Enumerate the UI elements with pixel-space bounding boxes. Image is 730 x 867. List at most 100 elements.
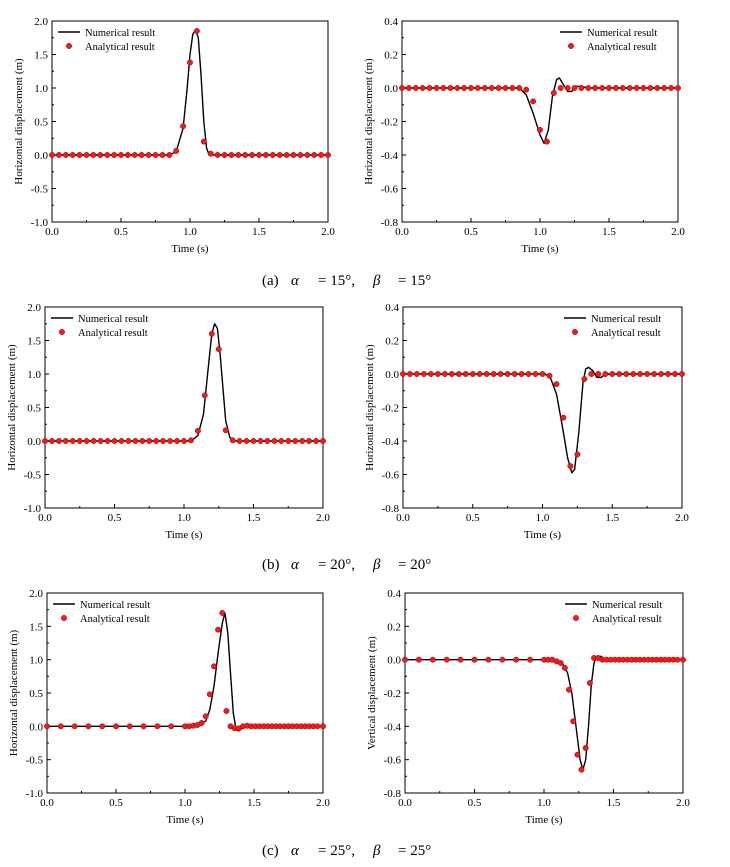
x-axis-label: Time (s) xyxy=(524,529,562,541)
analytical-result-point xyxy=(124,152,131,158)
chart-b-left: 0.0 0.5 1.0 1.5 2.0 -1.0 -0.5 0.0 0.5 1.0 1.5 2.0 Ti… xyxy=(6,302,330,541)
x-tick-label: 1.0 xyxy=(183,226,197,238)
analytical-result-point xyxy=(306,438,313,444)
analytical-result-point xyxy=(420,371,427,377)
analytical-result-point xyxy=(426,85,433,91)
analytical-result-point xyxy=(55,438,62,444)
analytical-result-point xyxy=(623,371,630,377)
y-tick-label: -0.8 xyxy=(382,503,400,515)
y-tick-label: 1.5 xyxy=(27,336,41,348)
analytical-result-point xyxy=(111,438,118,444)
analytical-result-point xyxy=(415,656,422,663)
analytical-result-point xyxy=(581,376,588,382)
x-tick-label: 1.5 xyxy=(247,512,261,524)
caption-a-alpha: α xyxy=(291,273,300,289)
analytical-result-point xyxy=(485,656,492,663)
analytical-result-point xyxy=(441,371,448,377)
legend-marker-swatch xyxy=(573,615,579,621)
legend-label-numerical: Numerical result xyxy=(78,314,148,325)
caption-a-label: (a) xyxy=(262,273,279,289)
analytical-result-point xyxy=(118,438,125,444)
x-tick-label: 0.0 xyxy=(396,512,410,524)
analytical-result-point xyxy=(221,152,228,158)
analytical-result-point xyxy=(76,438,83,444)
analytical-result-point xyxy=(429,656,436,663)
analytical-result-point xyxy=(104,152,111,158)
y-axis-label: Horizontal displacement (m) xyxy=(6,344,18,471)
legend-marker-swatch xyxy=(59,329,65,335)
y-tick-label: 2.0 xyxy=(34,16,48,28)
y-tick-label: 0.0 xyxy=(34,150,48,162)
analytical-result-point xyxy=(249,152,256,158)
analytical-result-point xyxy=(481,85,488,91)
analytical-result-point xyxy=(69,438,76,444)
caption-c-beta-value: = 25° xyxy=(398,843,431,859)
x-tick-label: 0.0 xyxy=(395,226,409,238)
legend-marker-swatch xyxy=(572,329,578,335)
analytical-result-point xyxy=(412,85,419,91)
y-tick-label: -0.6 xyxy=(384,755,402,767)
analytical-result-point xyxy=(174,438,180,444)
caption-b: (b) α = 20°, β = 20° xyxy=(262,557,431,573)
analytical-result-point xyxy=(85,723,92,730)
y-tick-label: -0.2 xyxy=(384,688,401,700)
analytical-result-point xyxy=(674,656,681,663)
analytical-result-point xyxy=(166,152,173,158)
analytical-result-point xyxy=(513,656,520,663)
analytical-result-point xyxy=(69,152,76,158)
analytical-result-point xyxy=(83,438,90,444)
analytical-result-point xyxy=(207,150,214,157)
analytical-result-point xyxy=(644,371,651,377)
analytical-result-point xyxy=(180,123,187,130)
analytical-result-point xyxy=(407,371,413,377)
analytical-result-point xyxy=(146,438,153,444)
y-tick-label: -0.5 xyxy=(31,184,49,196)
legend-marker-swatch xyxy=(568,43,574,49)
caption-c-label: (c) xyxy=(262,843,279,859)
legend-label-numerical: Numerical result xyxy=(80,600,150,611)
analytical-result-point xyxy=(661,85,668,91)
y-tick-label: 0.4 xyxy=(387,588,401,600)
analytical-result-point xyxy=(202,713,209,720)
analytical-result-point xyxy=(504,371,511,377)
analytical-result-point xyxy=(571,85,578,91)
y-tick-label: 0.4 xyxy=(385,302,399,314)
legend-label-analytical: Analytical result xyxy=(80,614,150,625)
x-tick-label: 0.5 xyxy=(108,512,122,524)
y-tick-label: 1.0 xyxy=(29,655,43,667)
analytical-result-point xyxy=(434,371,441,377)
x-tick-label: 0.5 xyxy=(464,226,478,238)
y-tick-label: 0.4 xyxy=(384,16,398,28)
legend-label-numerical: Numerical result xyxy=(592,600,662,611)
caption-a-alpha-value: = 15°, xyxy=(318,273,355,289)
analytical-result-point xyxy=(208,330,215,337)
y-tick-label: -0.2 xyxy=(382,403,399,415)
analytical-result-point xyxy=(314,723,321,730)
x-tick-label: 0.5 xyxy=(466,512,480,524)
analytical-result-point xyxy=(219,610,226,616)
analytical-result-point xyxy=(62,152,69,158)
y-axis-label: Vertical displacement (m) xyxy=(366,636,378,750)
analytical-result-point xyxy=(570,718,577,725)
legend: Numerical result Analytical result xyxy=(560,28,657,53)
analytical-result-point xyxy=(132,438,139,444)
analytical-result-point xyxy=(675,85,681,91)
caption-c-alpha-value: = 25°, xyxy=(318,843,355,859)
analytical-result-point xyxy=(405,85,412,91)
y-tick-label: 1.0 xyxy=(27,369,41,381)
y-tick-label: 2.0 xyxy=(27,302,41,314)
analytical-result-point xyxy=(626,85,633,91)
analytical-result-point xyxy=(672,371,678,377)
legend-label-analytical: Analytical result xyxy=(85,42,155,53)
legend: Numerical result Analytical result xyxy=(565,600,662,625)
analytical-result-point xyxy=(550,90,557,96)
y-axis-label: Horizontal displacement (m) xyxy=(13,58,25,185)
x-axis-label: Time (s) xyxy=(521,243,559,255)
analytical-result-point xyxy=(242,152,249,158)
y-tick-label: 2.0 xyxy=(29,588,43,600)
analytical-result-point xyxy=(139,438,146,444)
analytical-result-point xyxy=(257,438,264,444)
y-tick-label: 1.0 xyxy=(34,83,48,95)
analytical-result-point xyxy=(283,152,290,158)
